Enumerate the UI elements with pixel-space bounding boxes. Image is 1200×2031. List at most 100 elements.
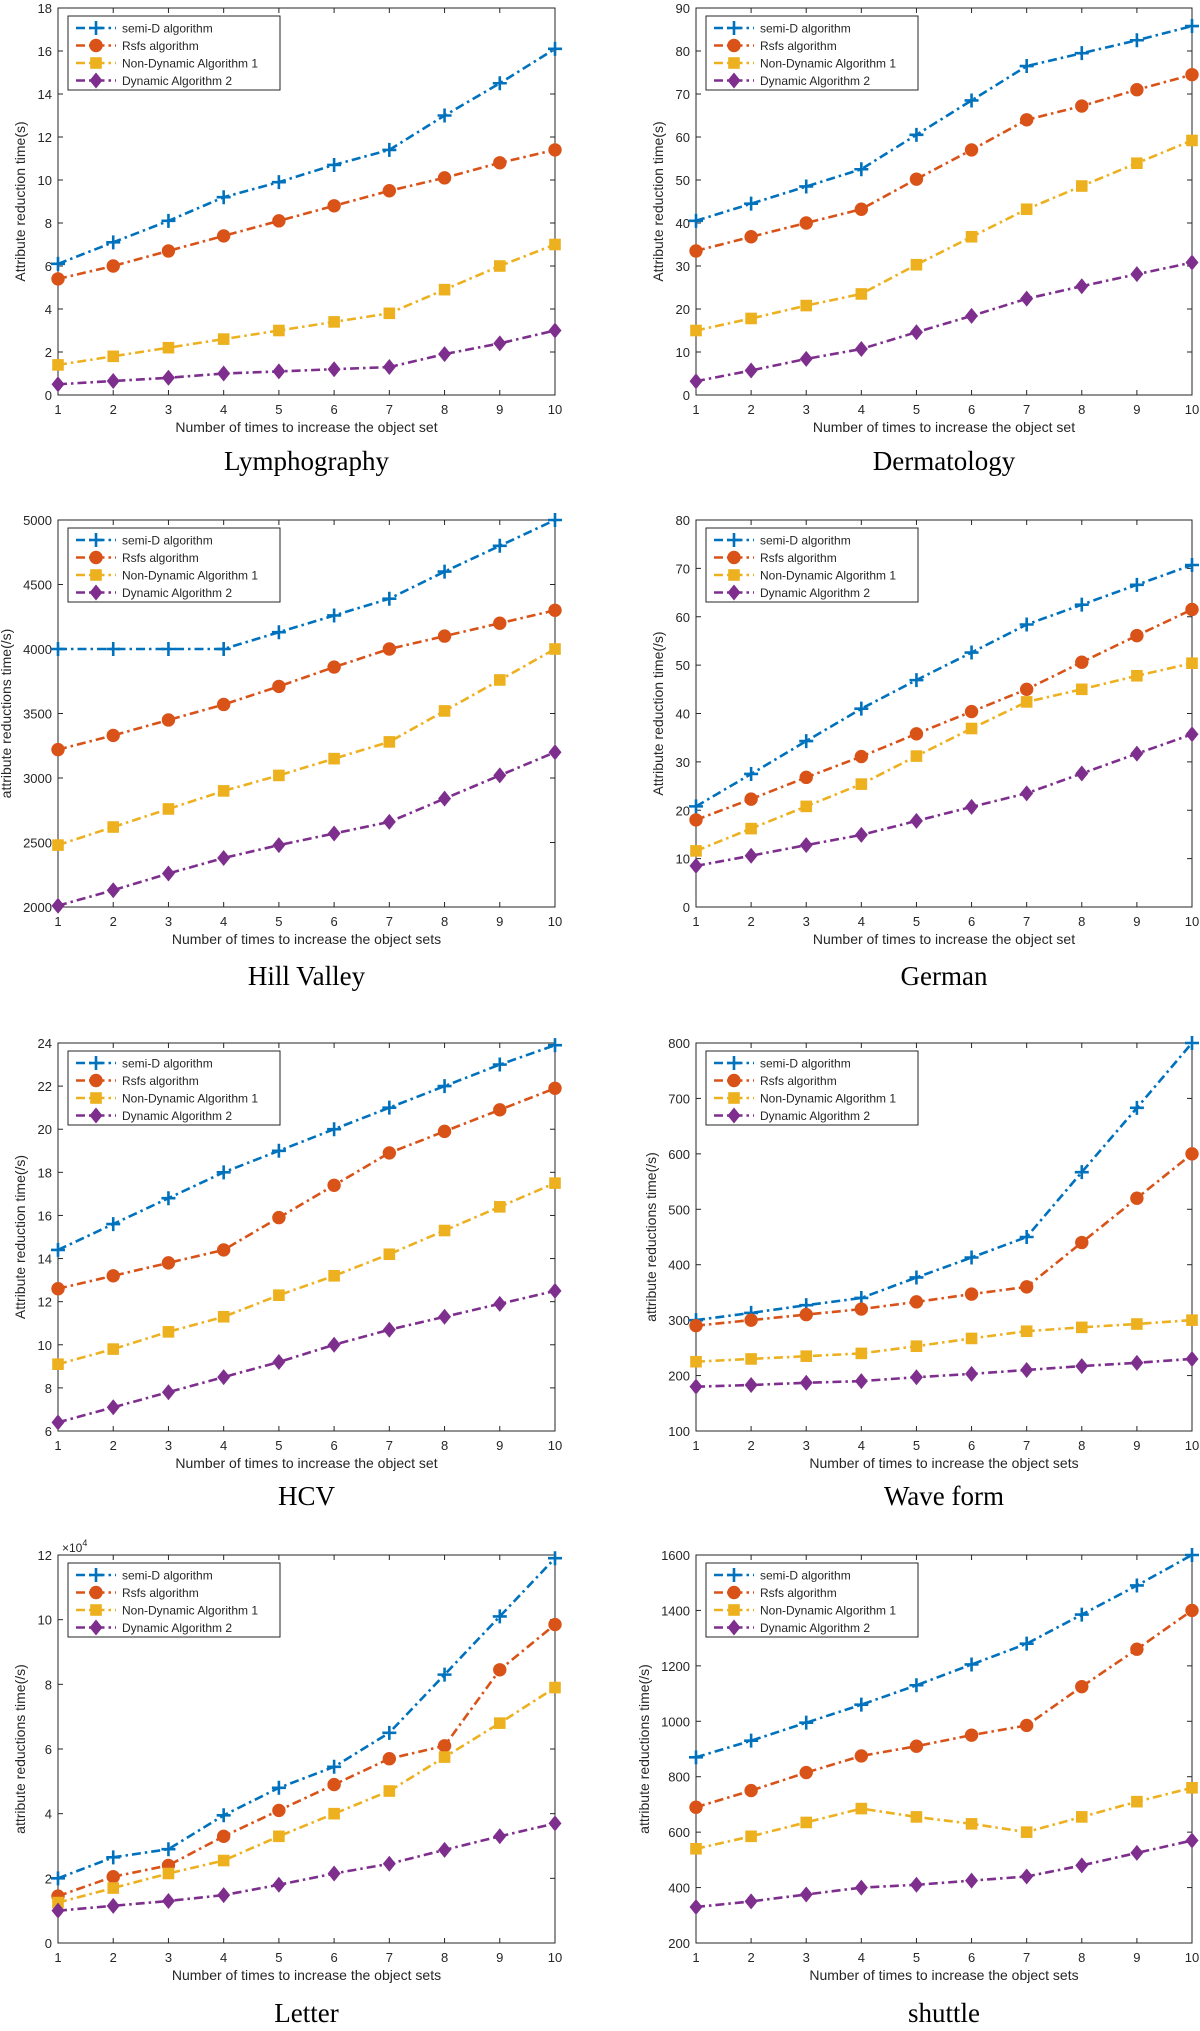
data-point	[162, 1867, 175, 1880]
legend-marker	[90, 569, 102, 581]
legend-label: Dynamic Algorithm 2	[122, 74, 232, 88]
data-point	[548, 1038, 562, 1053]
data-point	[690, 324, 702, 337]
y-tick-label: 8	[45, 1381, 52, 1396]
legend-marker	[727, 72, 741, 89]
data-point	[910, 258, 923, 271]
data-point	[51, 1902, 65, 1919]
data-point	[106, 1399, 120, 1416]
data-point	[799, 1715, 814, 1730]
data-point	[1019, 617, 1034, 632]
data-point	[549, 1177, 561, 1189]
series-line-2	[57, 609, 556, 751]
legend-label: Dynamic Algorithm 2	[122, 1109, 232, 1123]
legend-label: semi-D algorithm	[122, 1057, 213, 1071]
series-line-3	[57, 647, 556, 847]
data-point	[493, 767, 507, 784]
data-point	[327, 660, 341, 674]
data-point	[549, 1681, 561, 1694]
data-point	[1130, 1642, 1144, 1656]
x-tick-label: 5	[275, 1438, 282, 1453]
y-tick-label: 80	[676, 513, 690, 528]
y-tick-label: 16	[38, 44, 52, 59]
data-point	[106, 235, 121, 250]
legend-marker	[89, 38, 103, 53]
data-point	[548, 513, 562, 527]
y-tick-label: 40	[676, 707, 690, 722]
legend-label: Non-Dynamic Algorithm 1	[122, 569, 258, 583]
data-point	[909, 127, 924, 142]
y-tick-label: 2	[45, 1871, 52, 1886]
legend-marker	[727, 1056, 741, 1070]
x-tick-label: 9	[496, 1950, 503, 1965]
x-tick-label: 4	[858, 914, 865, 929]
data-point	[493, 335, 507, 352]
data-point	[909, 1270, 924, 1285]
legend-label: Rsfs algorithm	[122, 551, 199, 565]
data-point	[1074, 1607, 1089, 1622]
legend-marker	[727, 1585, 741, 1600]
data-point	[689, 1318, 703, 1333]
y-tick-label: 700	[668, 1091, 690, 1106]
data-point	[1130, 745, 1144, 762]
x-tick-label: 4	[858, 1438, 865, 1453]
x-tick-label: 7	[1023, 914, 1030, 929]
legend-label: Non-Dynamic Algorithm 1	[122, 57, 258, 71]
data-point	[799, 1886, 813, 1903]
data-point	[1185, 1350, 1199, 1367]
data-point	[383, 1248, 396, 1261]
data-point	[744, 196, 759, 211]
y-tick-label: 800	[668, 1770, 690, 1785]
x-tick-label: 7	[386, 402, 393, 417]
data-point	[689, 373, 703, 390]
y-tick-label: 60	[676, 130, 690, 145]
legend-label: Dynamic Algorithm 2	[760, 1621, 870, 1635]
y-tick-label: 1200	[661, 1659, 690, 1674]
data-point	[272, 679, 286, 694]
series-line-1	[695, 24, 1193, 223]
data-point	[51, 1282, 65, 1296]
data-point	[161, 244, 176, 258]
x-tick-label: 8	[1078, 1438, 1085, 1453]
data-point	[1075, 1679, 1089, 1694]
data-point	[52, 359, 64, 371]
x-tick-label: 7	[1023, 402, 1030, 417]
legend-label: Dynamic Algorithm 2	[122, 1621, 232, 1635]
data-point	[1019, 59, 1034, 74]
data-point	[909, 727, 924, 741]
x-tick-label: 5	[275, 402, 282, 417]
data-point	[327, 361, 341, 378]
data-point	[690, 1842, 702, 1855]
x-tick-label: 3	[803, 914, 810, 929]
data-point	[909, 1739, 924, 1753]
x-tick-label: 4	[220, 914, 227, 929]
x-tick-label: 6	[968, 914, 975, 929]
data-point	[493, 1828, 507, 1845]
series-line-1	[695, 1042, 1193, 1322]
y-tick-label: 30	[676, 259, 690, 274]
x-axis-label: Number of times to increase the object s…	[172, 1967, 441, 1983]
data-point	[1131, 669, 1143, 682]
y-tick-label: 40	[676, 216, 690, 231]
chart-title: German	[901, 961, 988, 991]
legend-label: semi-D algorithm	[122, 1569, 213, 1583]
y-tick-label: 10	[676, 345, 690, 360]
x-tick-label: 1	[54, 1438, 61, 1453]
data-point	[1186, 1782, 1198, 1794]
legend-marker	[727, 533, 741, 547]
y-tick-label: 200	[668, 1936, 690, 1951]
legend-label: Dynamic Algorithm 2	[760, 74, 870, 88]
data-point	[51, 1242, 65, 1257]
data-point	[854, 701, 869, 716]
data-point	[383, 1785, 396, 1797]
y-tick-label: 8	[45, 1677, 52, 1692]
series-line-4	[57, 1822, 556, 1912]
series-line-2	[57, 148, 556, 281]
y-tick-label: 90	[676, 1, 690, 16]
data-point	[51, 272, 65, 286]
data-point	[744, 1313, 758, 1327]
data-point	[1075, 683, 1088, 696]
data-point	[854, 1302, 869, 1316]
y-tick-label: 0	[683, 388, 690, 403]
x-tick-label: 1	[54, 914, 61, 929]
